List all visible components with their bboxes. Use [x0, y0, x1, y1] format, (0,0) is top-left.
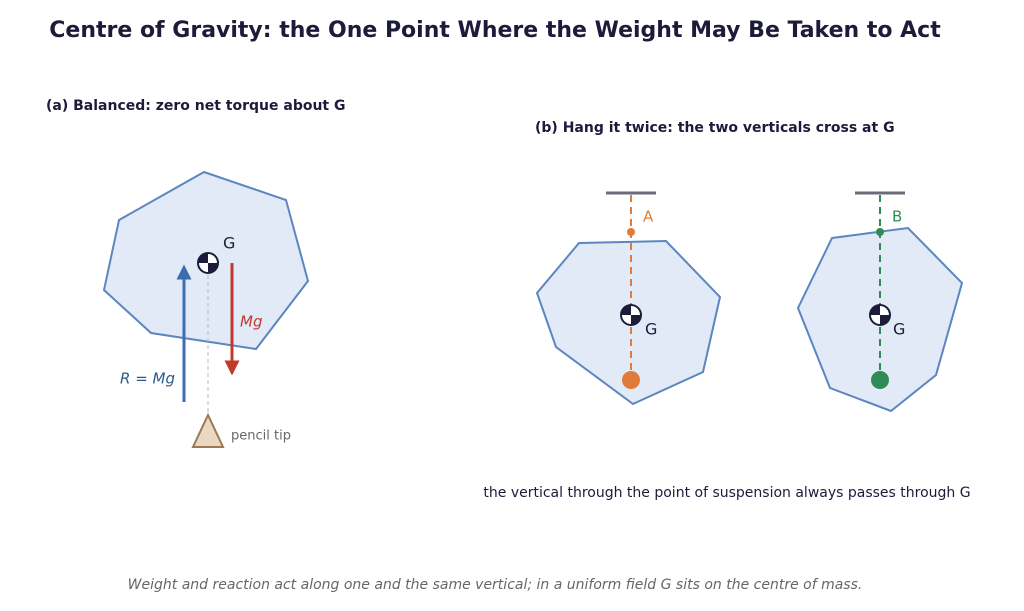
g-label: G — [223, 234, 235, 253]
reaction-label: R = Mg — [120, 370, 175, 388]
plumb-bob — [622, 371, 640, 389]
plumb-bob — [871, 371, 889, 389]
point-label: B — [892, 208, 902, 226]
weight-label: Mg — [240, 313, 262, 331]
g-symbol — [620, 304, 642, 326]
pencil-tip — [191, 412, 225, 448]
footer-note: Weight and reaction act along one and th… — [128, 577, 863, 593]
suspension-point — [876, 228, 884, 236]
point-label: A — [643, 208, 654, 226]
g-label: G — [645, 320, 657, 339]
title: Centre of Gravity: the One Point Where t… — [49, 18, 941, 43]
g-symbol — [197, 252, 219, 274]
g-symbol — [869, 304, 891, 326]
panel-title: (a) Balanced: zero net torque about G — [46, 98, 346, 114]
panel-title: (b) Hang it twice: the two verticals cro… — [535, 120, 895, 136]
caption: the vertical through the point of suspen… — [483, 485, 970, 501]
support-label: pencil tip — [231, 429, 291, 444]
g-label: G — [893, 320, 905, 339]
suspension-point — [627, 228, 635, 236]
